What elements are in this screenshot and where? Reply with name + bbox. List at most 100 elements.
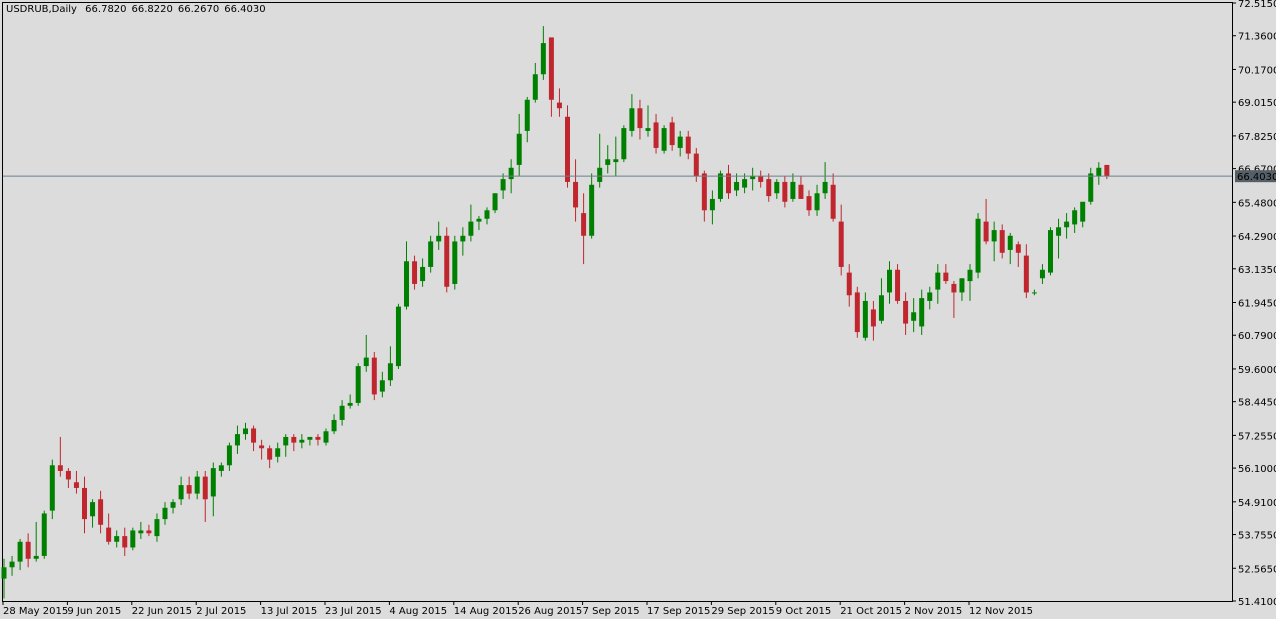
price-tick-label: 64.2900 bbox=[1238, 232, 1276, 243]
bull-candle-body bbox=[1056, 227, 1062, 236]
bull-candle-body bbox=[1064, 221, 1070, 228]
bear-candle-body bbox=[951, 283, 957, 293]
bear-candle-body bbox=[65, 470, 71, 480]
bull-candle-body bbox=[500, 179, 506, 191]
bull-candle-body bbox=[387, 363, 393, 381]
bull-candle-body bbox=[194, 476, 200, 494]
bull-candle-body bbox=[991, 230, 997, 242]
time-tick-label: 26 Aug 2015 bbox=[518, 606, 582, 617]
bull-candle-body bbox=[814, 193, 820, 211]
bull-candle-body bbox=[170, 502, 176, 508]
bull-candle-body bbox=[114, 536, 120, 542]
time-tick-label: 4 Aug 2015 bbox=[389, 606, 447, 617]
bear-candle-body bbox=[637, 108, 643, 129]
time-tick-label: 29 Sep 2015 bbox=[711, 606, 774, 617]
bull-candle-body bbox=[275, 448, 281, 457]
bear-candle-body bbox=[556, 102, 562, 109]
time-tick-label: 13 Jul 2015 bbox=[261, 606, 318, 617]
bull-candle-body bbox=[162, 507, 168, 520]
time-axis[interactable]: 28 May 2015 9 Jun 2015 22 Jun 2015 2 Jul 20… bbox=[2, 601, 1033, 617]
bull-candle-body bbox=[9, 561, 15, 568]
bull-candle-body bbox=[154, 519, 160, 537]
bear-candle-body bbox=[82, 487, 87, 520]
bull-candle-body bbox=[130, 530, 136, 548]
bear-candle-body bbox=[806, 196, 812, 211]
bull-candle-body bbox=[395, 306, 401, 367]
bull-candle-body bbox=[1088, 173, 1094, 202]
bull-candle-body bbox=[283, 436, 289, 446]
time-tick-label: 14 Aug 2015 bbox=[454, 606, 518, 617]
bear-candle-body bbox=[701, 173, 707, 211]
bear-candle-body bbox=[106, 527, 112, 542]
bear-candle-body bbox=[251, 428, 257, 443]
bull-candle-body bbox=[774, 181, 780, 194]
price-tick-label: 66.6700 bbox=[1238, 165, 1276, 176]
bull-candle-body bbox=[452, 241, 458, 284]
bull-candle-body bbox=[1039, 269, 1045, 279]
price-tick-label: 65.4800 bbox=[1238, 198, 1276, 209]
bear-candle-body bbox=[267, 448, 273, 460]
bull-candle-body bbox=[347, 402, 353, 406]
bull-candle-body bbox=[41, 513, 47, 556]
bull-candle-body bbox=[468, 221, 474, 236]
bull-candle-body bbox=[589, 184, 595, 236]
price-tick-label: 71.3600 bbox=[1238, 32, 1276, 43]
bull-candle-body bbox=[790, 181, 796, 199]
close-value: 66.4030 bbox=[224, 4, 266, 15]
bull-candle-body bbox=[734, 181, 740, 191]
bull-candle-body bbox=[677, 136, 683, 148]
bear-candle-body bbox=[259, 445, 265, 449]
plot-area[interactable] bbox=[2, 2, 1233, 602]
bear-candle-body bbox=[653, 122, 659, 148]
price-tick-label: 72.5150 bbox=[1238, 0, 1276, 10]
bull-candle-body bbox=[887, 269, 892, 293]
bull-candle-body bbox=[597, 167, 603, 182]
bull-candle-body bbox=[605, 159, 611, 165]
bear-candle-body bbox=[870, 309, 876, 327]
bull-candle-body bbox=[226, 445, 232, 466]
high-value: 66.8220 bbox=[131, 4, 173, 15]
time-tick-label: 28 May 2015 bbox=[3, 606, 68, 617]
bull-candle-body bbox=[299, 439, 305, 443]
bear-candle-body bbox=[846, 272, 852, 296]
bull-candle-body bbox=[532, 74, 538, 100]
bull-candle-body bbox=[540, 43, 546, 75]
price-tick-label: 63.1350 bbox=[1238, 265, 1276, 276]
bull-candle-body bbox=[661, 128, 667, 151]
bull-candle-body bbox=[645, 128, 651, 131]
price-axis[interactable]: 72.5150 71.3600 70.1700 69.0150 67.8250 66.67… bbox=[1232, 0, 1276, 608]
bull-candle-body bbox=[492, 193, 498, 211]
bear-candle-body bbox=[903, 300, 909, 324]
bear-candle-body bbox=[25, 541, 31, 559]
bear-candle-body bbox=[766, 179, 772, 197]
bear-candle-body bbox=[854, 292, 860, 333]
bear-candle-body bbox=[782, 181, 788, 202]
bull-candle-body bbox=[1031, 292, 1037, 294]
bull-candle-body bbox=[33, 555, 39, 559]
bull-candle-body bbox=[178, 485, 184, 500]
bull-candle-body bbox=[927, 292, 933, 301]
candles-layer bbox=[1, 26, 1110, 599]
symbol-timeframe: USDRUB,Daily bbox=[6, 4, 77, 15]
bull-candle-body bbox=[717, 173, 723, 199]
price-tick-label: 56.1000 bbox=[1238, 464, 1276, 475]
price-tick-label: 57.2550 bbox=[1238, 431, 1276, 442]
bear-candle-body bbox=[1023, 255, 1029, 293]
bull-candle-body bbox=[436, 235, 442, 242]
bull-candle-body bbox=[967, 269, 973, 282]
bear-candle-body bbox=[726, 173, 731, 194]
bull-candle-body bbox=[363, 357, 369, 367]
bull-candle-body bbox=[404, 261, 409, 307]
time-tick-label: 2 Nov 2015 bbox=[905, 606, 963, 617]
bear-candle-body bbox=[943, 272, 949, 282]
bear-candle-body bbox=[57, 465, 63, 471]
bull-candle-body bbox=[1080, 201, 1086, 222]
bear-candle-body bbox=[1104, 164, 1110, 177]
bull-candle-body bbox=[307, 436, 313, 440]
bull-candle-body bbox=[508, 167, 514, 180]
bull-candle-body bbox=[138, 530, 144, 534]
bull-candle-body bbox=[516, 133, 522, 165]
current-price-label-bg bbox=[1235, 170, 1276, 183]
